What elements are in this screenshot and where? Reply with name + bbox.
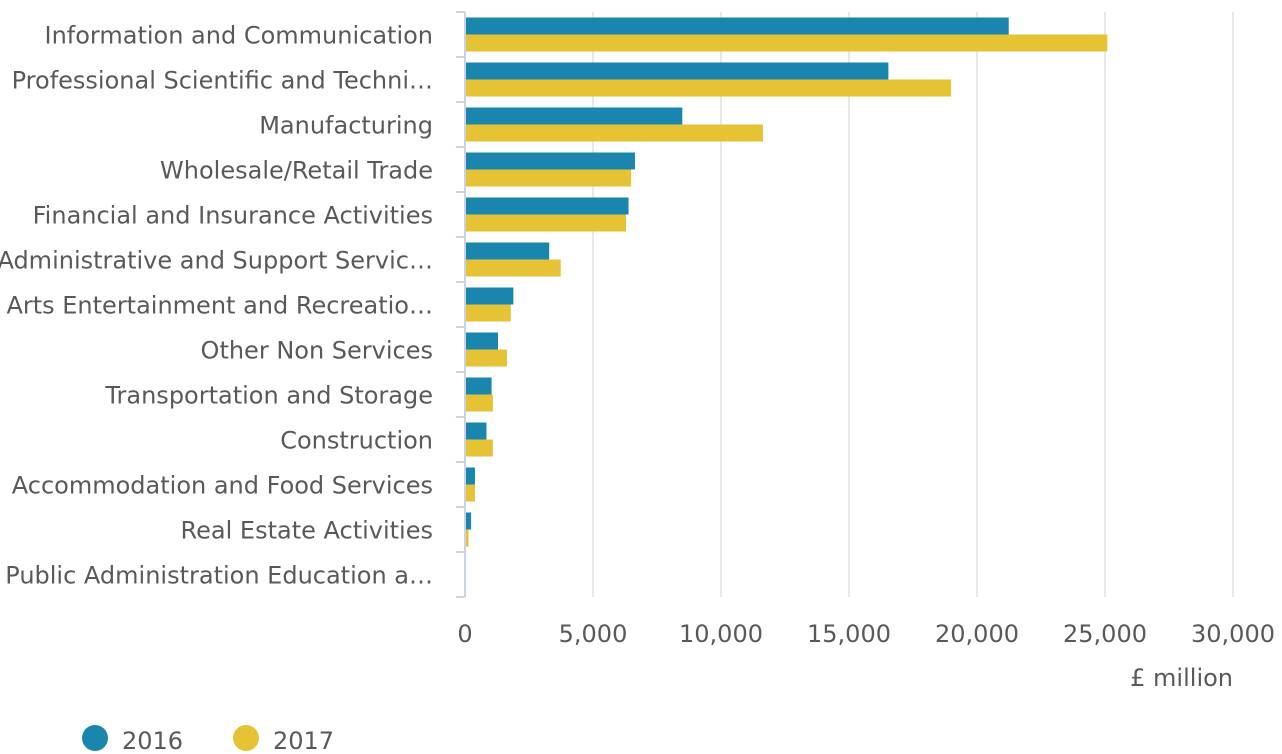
bar-2016 (466, 197, 629, 215)
x-tick-label: 25,000 (1063, 620, 1147, 648)
category-label: Information and Communication (45, 22, 434, 50)
bar-2017 (466, 124, 763, 142)
bar-2017 (466, 439, 493, 457)
bar-2017 (466, 529, 469, 547)
bars (466, 17, 1108, 547)
bar-2017 (466, 79, 952, 97)
bar-2016 (466, 107, 683, 125)
x-tick-labels: 0 5,000 10,000 15,000 20,000 25,000 30,000 (457, 620, 1275, 648)
category-label: Accommodation and Food Services (12, 472, 433, 500)
bar-2016 (466, 287, 514, 305)
bar-2016 (466, 332, 498, 350)
category-label: Arts Entertainment and Recreatio… (6, 292, 433, 320)
bar-2017 (466, 169, 632, 187)
category-label: Professional Scientific and Techni… (12, 67, 433, 95)
category-label: Manufacturing (259, 112, 433, 140)
category-axis (456, 11, 466, 598)
bar-2016 (466, 422, 487, 440)
bar-2017 (466, 484, 475, 502)
bar-2016 (466, 17, 1009, 35)
bar-2017 (466, 34, 1108, 52)
x-tick-label: 30,000 (1191, 620, 1275, 648)
bar-2017 (466, 304, 511, 322)
category-label: Wholesale/Retail Trade (160, 157, 433, 185)
bar-2016 (466, 512, 472, 530)
category-label: Public Administration Education a… (5, 562, 433, 590)
x-tick-label: 0 (457, 620, 472, 648)
bar-2016 (466, 377, 492, 395)
legend-marker (233, 725, 259, 751)
x-tick-label: 10,000 (679, 620, 763, 648)
bar-2016 (466, 62, 889, 80)
category-label: Transportation and Storage (104, 382, 433, 410)
x-axis-title: £ million (1130, 664, 1233, 692)
category-label: Financial and Insurance Activities (33, 202, 433, 230)
bar-2016 (466, 242, 550, 260)
bar-2017 (466, 349, 507, 367)
bar-2017 (466, 214, 626, 232)
legend-marker (82, 725, 108, 751)
bar-2017 (466, 259, 561, 277)
bar-2016 (466, 467, 475, 485)
x-tick-label: 5,000 (559, 620, 628, 648)
legend-label: 2016 (122, 727, 183, 754)
category-label: Real Estate Activities (181, 517, 433, 545)
bar-2017 (466, 394, 493, 412)
legend-label: 2017 (273, 727, 334, 754)
category-label: Other Non Services (201, 337, 433, 365)
category-label: Construction (280, 427, 433, 455)
category-labels: Information and Communication Professiona… (0, 22, 433, 590)
legend: 2016 2017 (82, 725, 334, 754)
bar-2016 (466, 152, 635, 170)
x-tick-label: 15,000 (807, 620, 891, 648)
x-tick-label: 20,000 (935, 620, 1019, 648)
category-label: Administrative and Support Servic… (0, 247, 433, 275)
grid-lines (592, 12, 1234, 597)
